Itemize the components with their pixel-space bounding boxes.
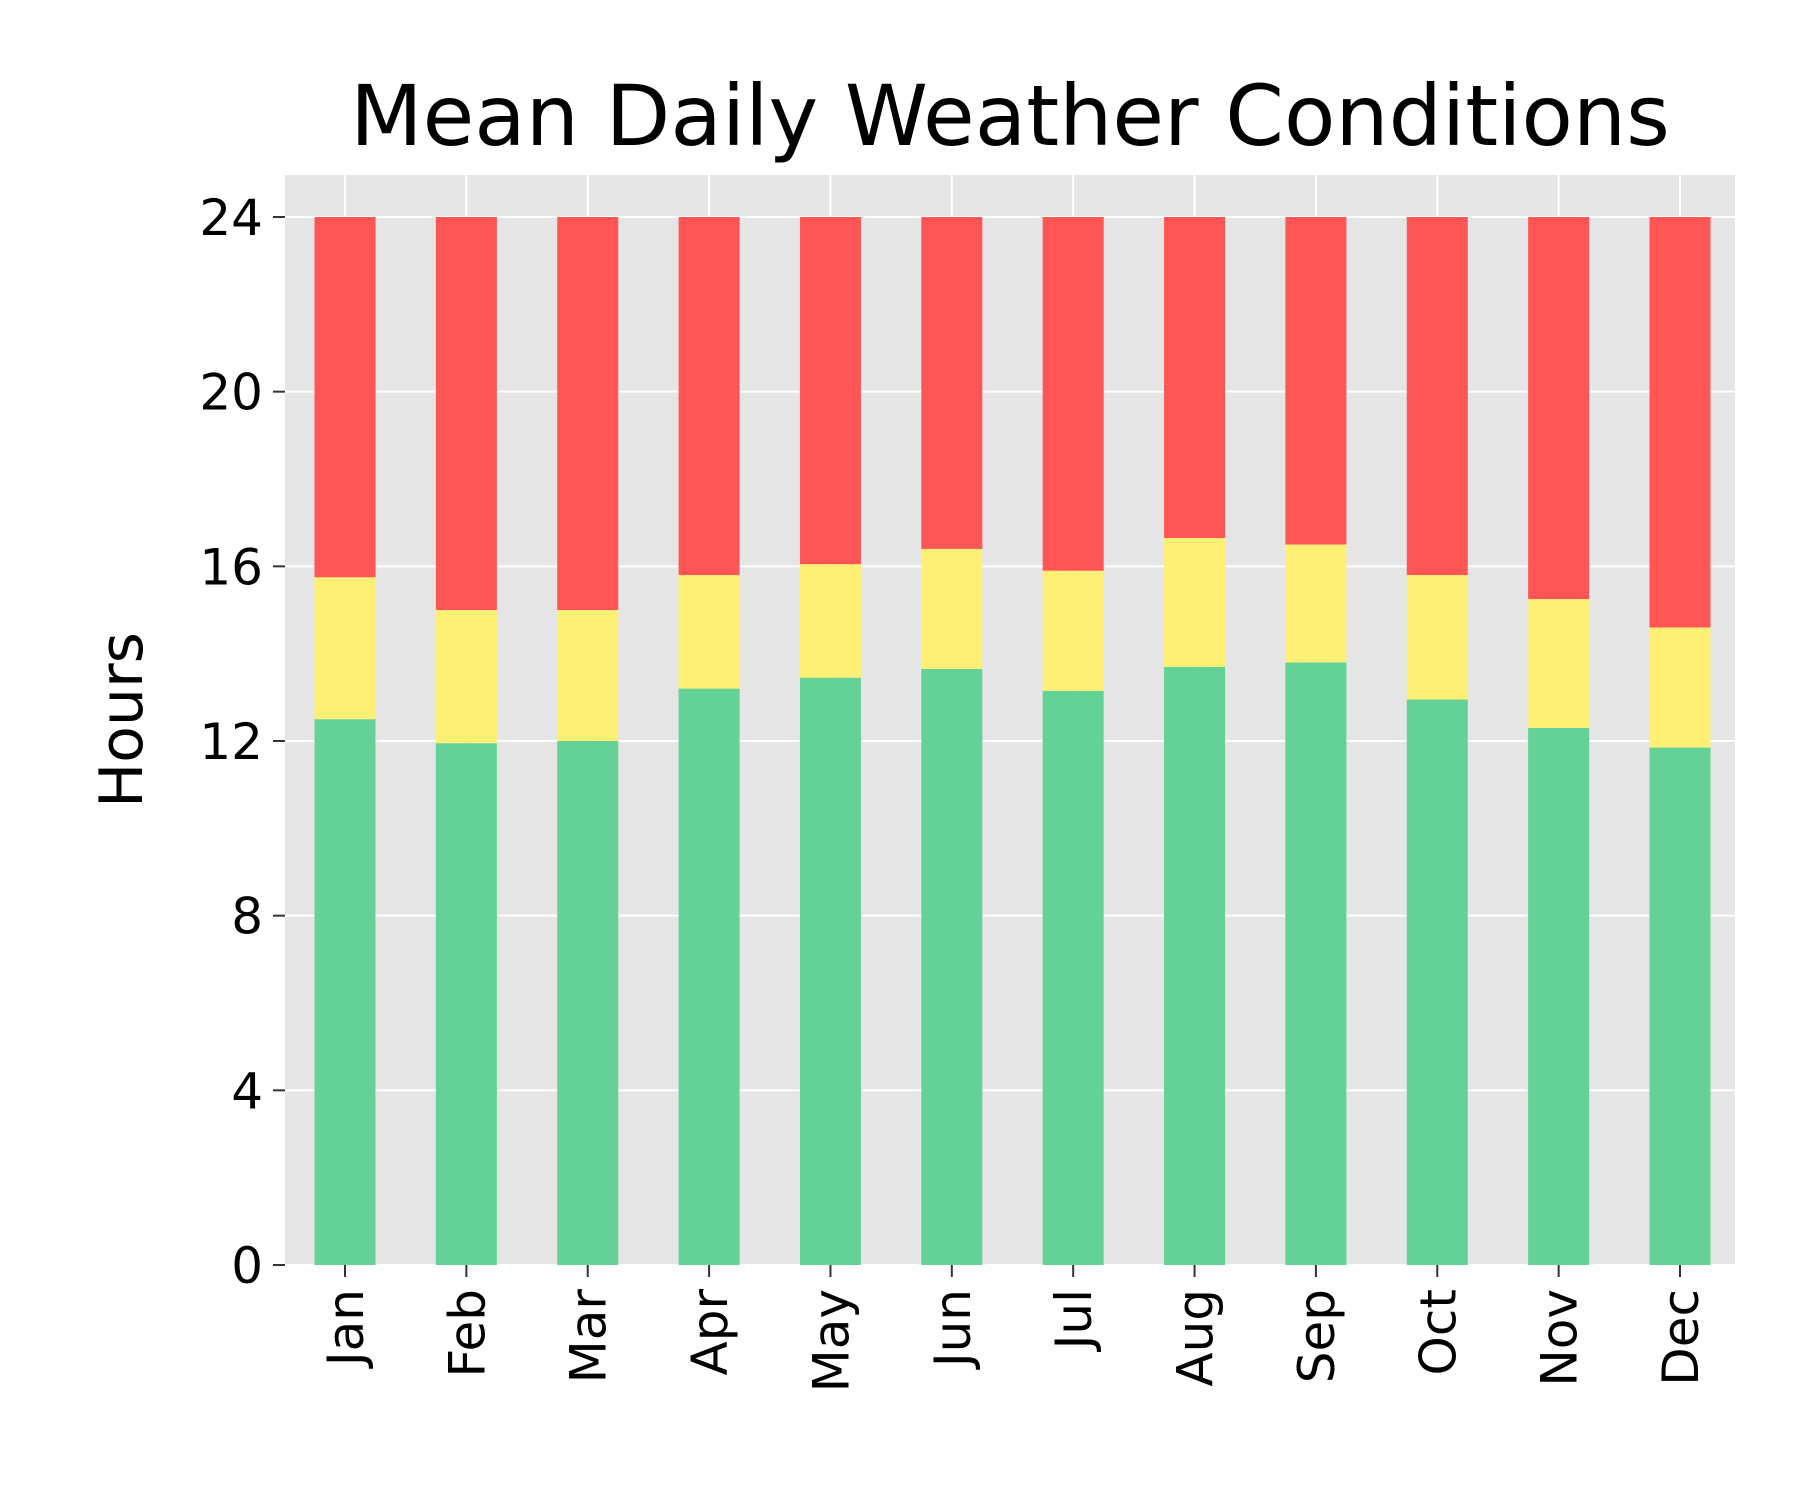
x-tick-label: Sep xyxy=(1288,1289,1346,1383)
bar-aug-segment-3 xyxy=(1164,217,1226,538)
y-tick-label: 0 xyxy=(231,1237,263,1295)
bar-apr-segment-1 xyxy=(678,688,740,1265)
bar-mar-segment-3 xyxy=(557,217,619,610)
y-tick-label: 12 xyxy=(199,713,263,771)
bar-nov-segment-2 xyxy=(1528,599,1590,728)
x-tick-label: Mar xyxy=(560,1289,618,1384)
bar-jul-segment-3 xyxy=(1042,217,1104,571)
x-tick-label: Apr xyxy=(681,1289,739,1376)
x-tick-label: Feb xyxy=(438,1289,496,1378)
x-tick-label: Jul xyxy=(1045,1289,1103,1352)
bar-aug-segment-2 xyxy=(1164,537,1226,667)
bar-feb-segment-3 xyxy=(435,217,497,610)
x-tick-label: Dec xyxy=(1652,1289,1710,1386)
bar-jan-segment-3 xyxy=(314,217,376,578)
bar-mar-segment-2 xyxy=(557,610,619,741)
chart-title: Mean Daily Weather Conditions xyxy=(350,67,1670,165)
bar-sep-segment-2 xyxy=(1285,544,1347,663)
bar-oct-segment-2 xyxy=(1406,575,1468,700)
y-axis-title: Hours xyxy=(87,632,157,808)
bar-oct-segment-1 xyxy=(1406,699,1468,1265)
bar-feb-segment-2 xyxy=(435,610,497,744)
bar-sep-segment-1 xyxy=(1285,662,1347,1265)
y-tick-label: 24 xyxy=(199,189,263,247)
bar-jul-segment-2 xyxy=(1042,570,1104,691)
bar-jun-segment-2 xyxy=(921,548,983,669)
bar-apr-segment-2 xyxy=(678,575,740,689)
bar-may-segment-1 xyxy=(799,677,861,1265)
y-tick-label: 20 xyxy=(199,364,263,422)
plot-panel xyxy=(285,175,1735,1265)
bar-dec-segment-1 xyxy=(1649,747,1711,1265)
bar-jan-segment-1 xyxy=(314,719,376,1265)
y-tick-label: 4 xyxy=(231,1062,263,1120)
y-tick-label: 8 xyxy=(231,888,263,946)
bar-may-segment-3 xyxy=(799,217,861,565)
bar-dec-segment-2 xyxy=(1649,627,1711,748)
bar-oct-segment-3 xyxy=(1406,217,1468,576)
bar-nov-segment-3 xyxy=(1528,217,1590,600)
bars xyxy=(314,217,1711,1265)
x-tick-label: Jan xyxy=(317,1289,375,1369)
bar-jun-segment-3 xyxy=(921,217,983,549)
axes: 0 4 8 12 16 20 24 Jan Feb Mar Apr May Jun Jul Aug Sep Oc… xyxy=(199,189,1710,1392)
bar-sep-segment-3 xyxy=(1285,217,1347,545)
x-tick-label: Nov xyxy=(1531,1289,1589,1387)
x-tick-label: May xyxy=(802,1289,860,1392)
bar-feb-segment-1 xyxy=(435,743,497,1265)
bar-apr-segment-3 xyxy=(678,217,740,576)
bar-jul-segment-1 xyxy=(1042,690,1104,1265)
bar-jan-segment-2 xyxy=(314,577,376,720)
bar-jun-segment-1 xyxy=(921,668,983,1265)
bar-aug-segment-1 xyxy=(1164,666,1226,1265)
bar-dec-segment-3 xyxy=(1649,217,1711,628)
x-tick-label: Aug xyxy=(1167,1289,1225,1387)
x-tick-label: Jun xyxy=(924,1289,982,1370)
y-tick-label: 16 xyxy=(199,538,263,596)
bar-nov-segment-1 xyxy=(1528,727,1590,1265)
bar-may-segment-2 xyxy=(799,564,861,678)
bar-mar-segment-1 xyxy=(557,741,619,1265)
x-tick-label: Oct xyxy=(1409,1289,1467,1375)
